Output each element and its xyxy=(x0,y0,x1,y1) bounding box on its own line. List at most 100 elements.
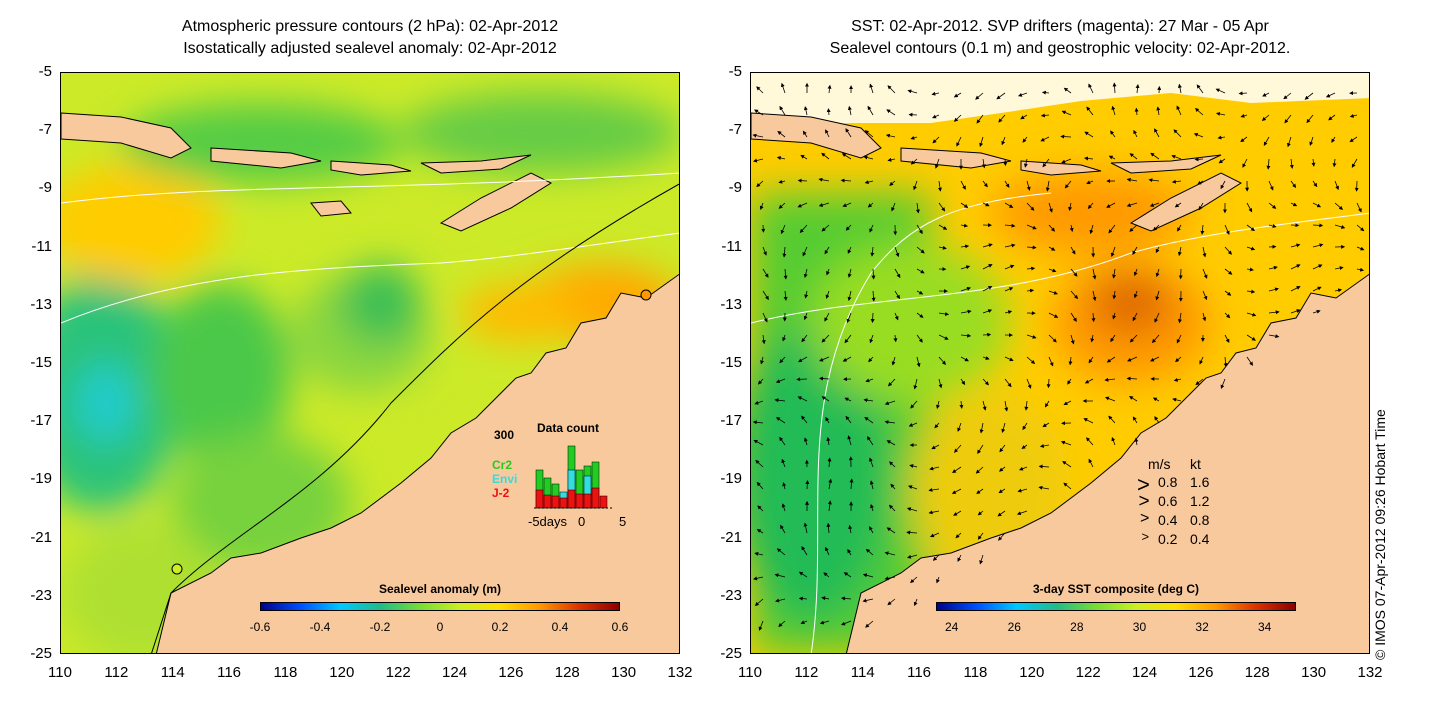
velocity-vector xyxy=(916,246,925,254)
x-tick-label: 128 xyxy=(1244,664,1270,681)
velocity-vector xyxy=(801,334,808,343)
velocity-legend-arrow-icon: > xyxy=(1140,510,1150,527)
velocity-vector xyxy=(1068,202,1073,212)
y-tick-label: -17 xyxy=(720,412,742,430)
velocity-vector xyxy=(1240,136,1248,143)
colorbar-tick-label: 0 xyxy=(436,620,444,634)
velocity-vector xyxy=(864,417,874,424)
velocity-vector xyxy=(916,268,925,274)
velocity-vector xyxy=(870,246,875,257)
velocity-vector xyxy=(1135,84,1140,94)
velocity-vector xyxy=(865,548,874,556)
velocity-vector xyxy=(936,576,940,584)
velocity-vector xyxy=(960,223,969,228)
velocity-vector xyxy=(778,202,786,209)
velocity-vector xyxy=(1215,111,1226,116)
velocity-vector xyxy=(1061,110,1072,116)
velocity-vector xyxy=(1351,158,1358,168)
velocity-vector xyxy=(1085,437,1094,446)
velocity-vector xyxy=(996,92,1006,100)
velocity-vector xyxy=(871,268,876,280)
velocity-vector xyxy=(847,435,852,446)
velocity-vector xyxy=(762,246,767,256)
velocity-vector xyxy=(960,286,971,292)
velocity-vector xyxy=(781,458,786,468)
colorbar-tick-label: 28 xyxy=(1070,620,1084,634)
velocity-vector xyxy=(757,378,764,385)
x-tick-label: 110 xyxy=(738,664,762,681)
velocity-vector xyxy=(1332,158,1337,168)
velocity-vector xyxy=(862,573,874,578)
velocity-vector xyxy=(1067,378,1072,385)
velocity-vector xyxy=(756,86,764,94)
velocity-vector xyxy=(803,268,808,279)
x-tick-label: 132 xyxy=(1357,664,1383,681)
y-tick-label: -25 xyxy=(720,645,742,662)
colorbar-tick-label: 26 xyxy=(1007,620,1021,634)
velocity-vector xyxy=(888,378,896,387)
velocity-vector xyxy=(908,422,918,427)
velocity-vector xyxy=(776,548,786,556)
velocity-vector xyxy=(801,546,808,556)
velocity-vector xyxy=(1284,114,1292,124)
velocity-vector xyxy=(865,620,874,628)
velocity-vector xyxy=(936,400,940,409)
velocity-vector xyxy=(938,245,947,250)
velocity-vector xyxy=(782,334,786,342)
velocity-vector xyxy=(863,155,874,160)
velocity-vector xyxy=(1021,444,1028,450)
velocity-vector xyxy=(1091,312,1096,323)
velocity-vector xyxy=(1004,264,1015,270)
velocity-vector xyxy=(957,422,962,432)
velocity-vector xyxy=(1022,136,1028,143)
velocity-vector xyxy=(1246,312,1257,317)
velocity-vector xyxy=(893,334,898,343)
left-title-line1: Atmospheric pressure contours (2 hPa): 0… xyxy=(181,18,559,35)
velocity-vector xyxy=(1312,309,1321,314)
velocity-vector xyxy=(884,551,896,556)
velocity-vector xyxy=(1268,287,1279,292)
velocity-vector xyxy=(894,290,900,300)
velocity-vector xyxy=(821,224,830,232)
x-tick-label: 122 xyxy=(385,664,411,681)
velocity-vector xyxy=(752,133,764,138)
velocity-vector xyxy=(1325,92,1336,98)
velocity-vector xyxy=(1129,224,1138,232)
velocity-vector xyxy=(1202,246,1207,258)
velocity-vector xyxy=(953,510,962,516)
velocity-vector xyxy=(1004,243,1016,248)
velocity-vector xyxy=(1172,397,1182,402)
velocity-vector xyxy=(754,551,764,556)
y-tick-label: -9 xyxy=(728,179,742,197)
y-tick-label: -15 xyxy=(720,354,742,371)
velocity-vector xyxy=(1200,224,1205,235)
velocity-vector xyxy=(824,312,830,322)
velocity-vector xyxy=(782,246,787,258)
velocity-vector xyxy=(780,82,786,94)
velocity-vector xyxy=(960,180,966,190)
velocity-vector xyxy=(1224,268,1233,275)
x-tick-label: 130 xyxy=(1301,664,1327,681)
y-tick-label: -9 xyxy=(38,179,52,197)
velocity-vector xyxy=(998,532,1006,541)
velocity-vector xyxy=(909,464,918,468)
velocity-vector xyxy=(1266,158,1271,170)
velocity-vector xyxy=(865,378,874,383)
velocity-vector xyxy=(799,224,808,234)
velocity-vector xyxy=(1018,92,1028,97)
x-tick-label: 122 xyxy=(1075,664,1101,681)
velocity-vector xyxy=(1311,158,1316,167)
velocity-vector xyxy=(762,312,768,323)
velocity-vector xyxy=(1193,133,1204,138)
velocity-vector xyxy=(997,510,1006,517)
x-tick-label: 132 xyxy=(667,664,693,681)
velocity-vector xyxy=(1242,158,1248,168)
velocity-vector xyxy=(1070,268,1078,277)
velocity-vector xyxy=(845,415,852,424)
velocity-vector xyxy=(1086,106,1094,116)
velocity-vector xyxy=(931,91,940,96)
velocity-vector xyxy=(826,108,831,116)
velocity-vector xyxy=(1246,224,1255,232)
x-tick-label: 112 xyxy=(104,664,129,681)
velocity-vector xyxy=(783,268,788,280)
